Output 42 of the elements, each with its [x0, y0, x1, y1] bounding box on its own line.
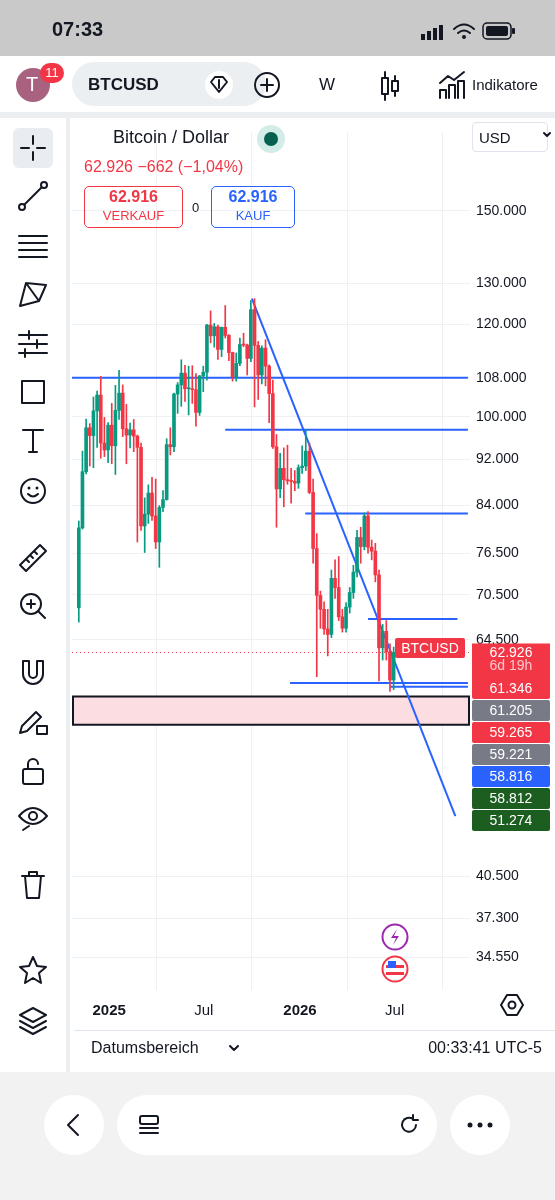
- text: Datumsbereich: [91, 1039, 199, 1057]
- text: 51.274: [472, 810, 550, 831]
- text: 11: [40, 63, 64, 83]
- text: 00:33:41 UTC-5: [427, 1039, 542, 1057]
- y-tick-label: 130.000: [476, 274, 527, 291]
- text: 6d 19h: [488, 657, 534, 673]
- annotation: KAUF: [234, 208, 272, 223]
- text: 61.346: [472, 678, 550, 699]
- y-tick-label: 120.000: [476, 315, 527, 332]
- x-tick-label: Jul: [194, 1001, 214, 1019]
- annotation: BTCUSD: [395, 638, 465, 658]
- text: 62.926 −662 (−1,04%): [84, 158, 244, 176]
- y-tick-label: 37.300: [476, 909, 520, 926]
- y-tick-label: 84.000: [476, 496, 520, 513]
- text: W: [319, 75, 336, 95]
- text: 61.205: [472, 700, 550, 721]
- x-tick-label: 2025: [92, 1001, 126, 1019]
- y-tick-label: 100.000: [476, 407, 527, 424]
- y-tick-label: 92.000: [476, 450, 520, 467]
- annotation: 0: [192, 200, 200, 215]
- text: T: [26, 73, 39, 96]
- annotation: VERKAUF: [101, 208, 166, 223]
- x-tick-label: 2026: [283, 1001, 317, 1019]
- x-tick-label: Jul: [385, 1001, 405, 1019]
- y-tick-label: 34.550: [476, 948, 520, 965]
- chart-title: Bitcoin / Dollar: [113, 127, 230, 148]
- y-tick-label: 64.500: [476, 630, 520, 647]
- text: BTCUSD: [88, 75, 159, 95]
- text: 59.265: [472, 722, 550, 743]
- text: 58.812: [472, 788, 550, 809]
- annotation: 62.916: [108, 188, 159, 206]
- text: Indikatore: [472, 76, 538, 93]
- y-tick-label: 150.000: [476, 201, 527, 218]
- y-tick-label: 76.500: [476, 544, 520, 561]
- y-tick-label: 108.000: [476, 368, 527, 385]
- text: 58.816: [472, 766, 550, 787]
- annotation: 62.916: [227, 188, 279, 206]
- y-tick-label: 70.500: [476, 585, 520, 602]
- y-tick-label: 40.500: [476, 867, 520, 884]
- text: 07:33: [52, 18, 104, 41]
- text: USD: [472, 122, 548, 152]
- text: 59.221: [472, 744, 550, 765]
